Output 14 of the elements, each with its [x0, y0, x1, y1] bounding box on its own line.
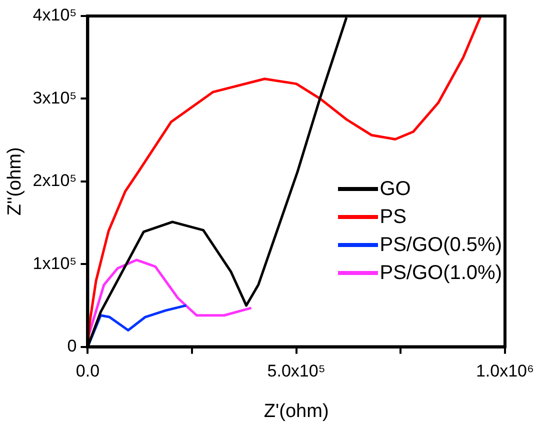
x-tick-label: 5.0x10⁵	[267, 362, 326, 381]
y-axis-title: Z''(ohm)	[4, 147, 26, 216]
y-tick-label: 1x10⁵	[32, 254, 77, 273]
x-tick-label: 1.0x10⁶	[476, 362, 534, 381]
y-tick-label: 0	[67, 336, 77, 356]
x-axis-title: Z'(ohm)	[264, 400, 329, 422]
y-tick-label: 4x10⁵	[32, 6, 77, 25]
x-tick-label: 0.0	[76, 362, 100, 381]
y-tick-label: 3x10⁵	[32, 88, 77, 108]
legend-label: GO	[380, 178, 411, 200]
y-tick-label: 2x10⁵	[32, 171, 77, 190]
legend-label: PS/GO(1.0%)	[380, 262, 502, 284]
legend-label: PS	[380, 206, 406, 228]
legend-label: PS/GO(0.5%)	[380, 234, 502, 256]
